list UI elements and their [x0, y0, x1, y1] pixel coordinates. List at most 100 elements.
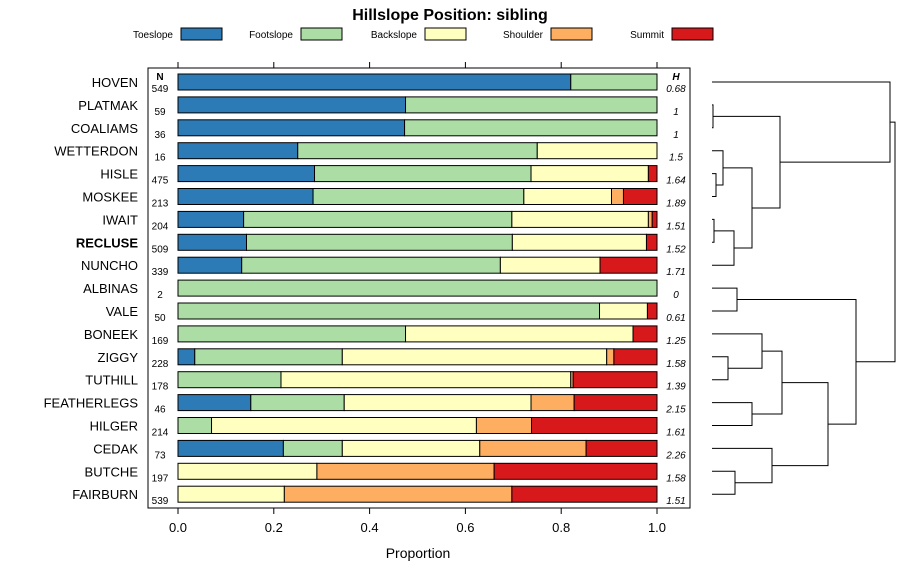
- n-value: 339: [152, 267, 169, 278]
- row-label: FEATHERLEGS: [44, 396, 139, 411]
- row-label: BONEEK: [84, 327, 139, 342]
- h-value: 0: [673, 290, 679, 301]
- legend-swatch-backslope: [424, 27, 467, 41]
- bar-segment-footslope: [314, 165, 532, 183]
- row-label: ALBINAS: [83, 281, 138, 296]
- bar-segment-summit: [531, 417, 658, 434]
- dendrogram-link: [856, 121, 896, 363]
- bar-segment-shoulder: [606, 348, 615, 366]
- n-value: 46: [154, 405, 166, 416]
- legend-label-summit: Summit: [630, 30, 664, 41]
- bar-segment-summit: [622, 188, 658, 205]
- dendrogram-link: [712, 81, 891, 163]
- legend-swatch-footslope: [300, 27, 343, 41]
- bar-segment-summit: [647, 165, 658, 183]
- h-value: 1.51: [666, 496, 685, 507]
- bar-segment-toeslope: [177, 256, 243, 274]
- bar-segment-shoulder: [610, 188, 624, 205]
- bar-segment-backslope: [341, 439, 481, 457]
- n-value: 214: [152, 428, 169, 439]
- h-value: 1.61: [666, 428, 685, 439]
- bar-segment-toeslope: [177, 165, 316, 183]
- row-label: RECLUSE: [76, 235, 138, 250]
- h-value: 2.15: [665, 405, 686, 416]
- bar-segment-toeslope: [177, 348, 196, 366]
- bar-segment-footslope: [241, 256, 501, 274]
- dendrogram-link: [712, 333, 763, 369]
- n-value: 73: [154, 450, 166, 461]
- dendrogram-link: [712, 150, 724, 186]
- bar-segment-toeslope: [177, 394, 252, 412]
- bar-segment-toeslope: [177, 188, 314, 205]
- x-tick-label: 0.0: [169, 520, 187, 535]
- bar-segment-footslope: [177, 325, 407, 343]
- n-value: 197: [152, 473, 169, 484]
- dendrogram-link: [712, 104, 714, 129]
- bar-segment-backslope: [211, 417, 477, 434]
- bar-segment-summit: [573, 394, 658, 412]
- h-value: 0.68: [666, 84, 686, 95]
- h-value: 1.39: [666, 382, 686, 393]
- axes-group: 0.0 0.2 0.4 0.6 0.8 1.0: [169, 62, 666, 535]
- bar-segment-footslope: [177, 417, 213, 434]
- dendrogram-link: [723, 167, 753, 249]
- n-value: 59: [154, 107, 166, 118]
- bar-segment-footslope: [570, 73, 658, 91]
- bar-segment-footslope: [405, 96, 658, 114]
- dendrogram-link: [712, 218, 715, 243]
- dendrogram-link: [712, 230, 735, 266]
- n-value: 539: [152, 496, 169, 507]
- n-value: 2: [157, 290, 163, 301]
- dendrogram: [712, 81, 896, 495]
- row-label: HOVEN: [92, 75, 138, 90]
- bar-segment-footslope: [177, 302, 601, 320]
- dendrogram-link: [712, 173, 717, 197]
- bar-segment-backslope: [511, 233, 647, 251]
- dendrogram-link: [752, 350, 783, 415]
- h-value: 1.64: [666, 176, 686, 187]
- bar-segment-shoulder: [316, 462, 495, 480]
- dendrogram-link: [712, 470, 736, 495]
- n-value: 16: [154, 153, 166, 164]
- row-label: HILGER: [90, 419, 138, 434]
- legend-swatch-summit: [671, 27, 714, 41]
- bar-segment-summit: [493, 462, 658, 480]
- bar-segment-backslope: [343, 394, 532, 412]
- bar-segment-toeslope: [177, 142, 299, 160]
- x-tick-label: 0.2: [265, 520, 283, 535]
- row-label: TUTHILL: [85, 373, 138, 388]
- n-value: 549: [152, 84, 169, 95]
- row-label: MOSKEE: [82, 190, 138, 205]
- bar-segment-footslope: [282, 439, 343, 457]
- h-value: 1.58: [666, 473, 686, 484]
- h-value: 1.71: [666, 267, 685, 278]
- bar-segment-toeslope: [177, 439, 284, 457]
- bar-segment-footslope: [297, 142, 538, 160]
- row-label: PLATMAK: [78, 98, 138, 113]
- n-column-header: N: [156, 72, 163, 83]
- bar-segment-summit: [613, 348, 658, 366]
- bar-segment-toeslope: [177, 96, 407, 114]
- n-value: 509: [152, 244, 169, 255]
- x-axis-title: Proportion: [386, 545, 451, 561]
- h-value: 0.61: [666, 313, 685, 324]
- dendrogram-link: [712, 402, 753, 426]
- row-label: NUNCHO: [81, 258, 138, 273]
- bar-segment-backslope: [599, 302, 648, 320]
- dendrogram-link: [737, 299, 857, 425]
- x-tick-label: 0.8: [552, 520, 570, 535]
- bar-segment-backslope: [499, 256, 601, 274]
- bar-segment-summit: [632, 325, 658, 343]
- legend-label-shoulder: Shoulder: [503, 30, 544, 41]
- bar-segment-summit: [645, 233, 658, 251]
- n-value: 50: [154, 313, 166, 324]
- bar-segment-backslope: [280, 371, 572, 389]
- dendrogram-link: [712, 287, 738, 312]
- bar-segment-footslope: [312, 188, 525, 205]
- bar-segment-summit: [651, 210, 658, 228]
- bar-segment-shoulder: [475, 417, 533, 434]
- bar-segment-footslope: [404, 119, 658, 137]
- bar-segment-footslope: [194, 348, 343, 366]
- bar-segment-toeslope: [177, 210, 245, 228]
- h-value: 1.89: [666, 199, 686, 210]
